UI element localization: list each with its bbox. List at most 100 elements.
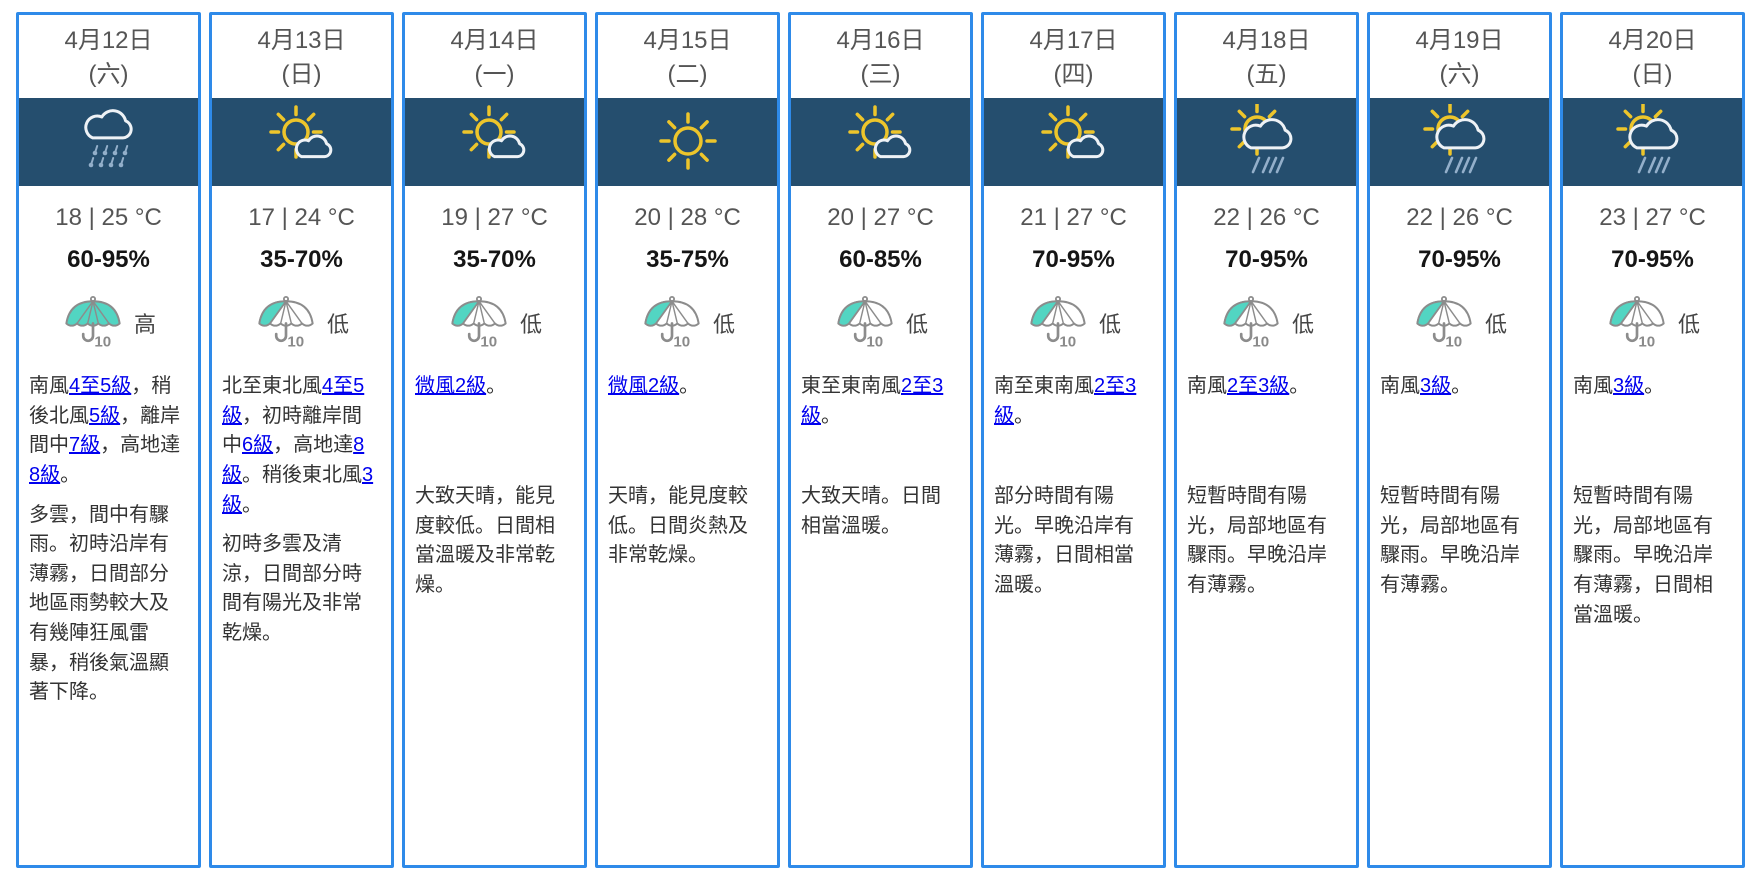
psr-row: 10 高 [19,290,198,356]
wind-speed-link[interactable]: 8級 [29,463,61,486]
psr-label: 低 [1291,312,1314,338]
psr-label: 低 [712,312,735,338]
psr-umbrella-icon: 10 [254,295,318,351]
date-header: 4月12日 (六) [19,15,198,98]
humidity-range: 70-95% [1032,246,1115,274]
wind-forecast: 北至東北風4至5級，初時離岸間中6級，高地達8級。稍後東北風3級。 [222,372,381,520]
sun-cloud-rain-icon [1229,104,1305,180]
svg-text:10: 10 [287,334,304,351]
date-text: 4月20日 [1608,27,1697,54]
weekday-text: (五) [1246,60,1287,88]
psr-umbrella-icon: 10 [61,295,125,351]
wind-text: 南風 [1573,375,1613,398]
wind-forecast: 微風2級。 [608,372,767,472]
rain-cloud-icon [71,104,147,180]
humidity-range: 70-95% [1611,246,1694,274]
forecast-text: 南風3級。 短暫時間有陽光，局部地區有驟雨。早晚沿岸有薄霧。 [1370,372,1549,600]
psr-row: 10 低 [791,290,970,356]
forecast-day-card: 4月18日 (五) 22 | 26 °C 70-95% 10 低 南風2至3級。… [1174,12,1359,868]
weather-icon-band [984,98,1163,187]
psr-row: 10 低 [984,290,1163,356]
weather-description: 大致天晴。日間相當溫暖。 [801,485,941,537]
wind-speed-link[interactable]: 2至3級 [994,375,1137,427]
psr-umbrella-icon: 10 [1026,295,1090,351]
wind-speed-link[interactable]: 6級 [242,434,274,457]
svg-text:10: 10 [866,334,883,351]
weekday-text: (一) [474,60,515,88]
weather-description: 大致天晴，能見度較低。日間相當溫暖及非常乾燥。 [415,485,555,596]
weather-description: 短暫時間有陽光，局部地區有驟雨。早晚沿岸有薄霧，日間相當溫暖。 [1573,485,1713,626]
date-text: 4月15日 [643,27,732,54]
weekday-text: (日) [1632,60,1673,88]
svg-text:10: 10 [1252,334,1269,351]
date-text: 4月19日 [1415,27,1504,54]
date-text: 4月12日 [64,27,153,54]
wind-text: 北至東北風 [222,375,322,398]
wind-text: 南至東南風 [994,375,1094,398]
wind-speed-link[interactable]: 8級 [222,434,365,486]
temperature-range: 17 | 24 °C [248,204,355,232]
wind-text: ，高地達 [273,434,354,457]
wind-text: 。稍後東北風 [242,463,362,486]
wind-text: 南風 [1380,375,1420,398]
wind-speed-link[interactable]: 2至3級 [801,375,944,427]
psr-umbrella-icon: 10 [1412,295,1476,351]
humidity-range: 35-70% [260,246,343,274]
weather-icon-band [791,98,970,187]
weather-description: 短暫時間有陽光，局部地區有驟雨。早晚沿岸有薄霧。 [1187,485,1327,596]
weather-description: 多雲，間中有驟雨。初時沿岸有薄霧，日間部分地區雨勢較大及有幾陣狂風雷暴，稍後氣溫… [29,503,169,704]
humidity-range: 35-75% [646,246,729,274]
wind-speed-link[interactable]: 7級 [69,434,101,457]
wind-text: 。 [1451,375,1472,398]
weekday-text: (二) [667,60,708,88]
wind-text: ，離岸間中 [29,404,181,457]
wind-text: 。 [679,375,700,398]
wind-speed-link[interactable]: 微風2級 [415,375,487,398]
wind-text: ，初時離岸間中 [222,404,362,457]
svg-text:10: 10 [1638,334,1655,351]
psr-row: 10 低 [212,290,391,356]
wind-speed-link[interactable]: 3級 [1613,375,1645,398]
psr-row: 10 低 [1563,290,1742,356]
wind-speed-link[interactable]: 2至3級 [1227,375,1290,398]
wind-speed-link[interactable]: 3級 [1420,375,1452,398]
forecast-text: 南風3級。 短暫時間有陽光，局部地區有驟雨。早晚沿岸有薄霧，日間相當溫暖。 [1563,372,1742,630]
psr-label: 低 [1484,312,1507,338]
wind-text: ，高地達 [100,434,181,457]
forecast-day-card: 4月19日 (六) 22 | 26 °C 70-95% 10 低 南風3級。 短… [1367,12,1552,868]
wind-text: ，稍後北風 [29,375,172,427]
wind-speed-link[interactable]: 4至5級 [222,375,365,427]
psr-label: 低 [1677,312,1700,338]
wind-speed-link[interactable]: 3級 [222,463,374,516]
psr-label: 高 [133,312,156,338]
wind-text: 。 [821,404,841,427]
wind-speed-link[interactable]: 5級 [89,404,121,427]
weather-description: 天晴，能見度較低。日間炎熱及非常乾燥。 [608,485,748,567]
psr-label: 低 [519,312,542,338]
temperature-range: 22 | 26 °C [1213,204,1320,232]
wind-speed-link[interactable]: 微風2級 [608,375,680,398]
humidity-range: 70-95% [1418,246,1501,274]
temperature-range: 22 | 26 °C [1406,204,1513,232]
forecast-text: 南至東南風2至3級。 部分時間有陽光。早晚沿岸有薄霧，日間相當溫暖。 [984,372,1163,600]
svg-text:10: 10 [1059,334,1076,351]
temperature-range: 21 | 27 °C [1020,204,1127,232]
forecast-day-card: 4月14日 (一) 19 | 27 °C 35-70% 10 低 微風2級。 大… [402,12,587,868]
humidity-range: 70-95% [1225,246,1308,274]
psr-row: 10 低 [405,290,584,356]
wind-forecast: 東至東南風2至3級。 [801,372,960,472]
psr-label: 低 [326,312,349,338]
sun-cloud-icon [457,104,533,180]
svg-text:10: 10 [1445,334,1462,351]
wind-forecast: 南至東南風2至3級。 [994,372,1153,472]
weather-description: 初時多雲及清涼，日間部分時間有陽光及非常乾燥。 [222,533,362,644]
wind-text: 東至東南風 [801,375,901,398]
forecast-day-card: 4月20日 (日) 23 | 27 °C 70-95% 10 低 南風3級。 短… [1560,12,1745,868]
humidity-range: 60-95% [67,246,150,274]
weekday-text: (三) [860,60,901,88]
date-header: 4月15日 (二) [598,15,777,98]
wind-speed-link[interactable]: 4至5級 [69,375,132,398]
wind-text: 南風 [1187,375,1227,398]
weekday-text: (四) [1053,60,1094,88]
temperature-range: 19 | 27 °C [441,204,548,232]
